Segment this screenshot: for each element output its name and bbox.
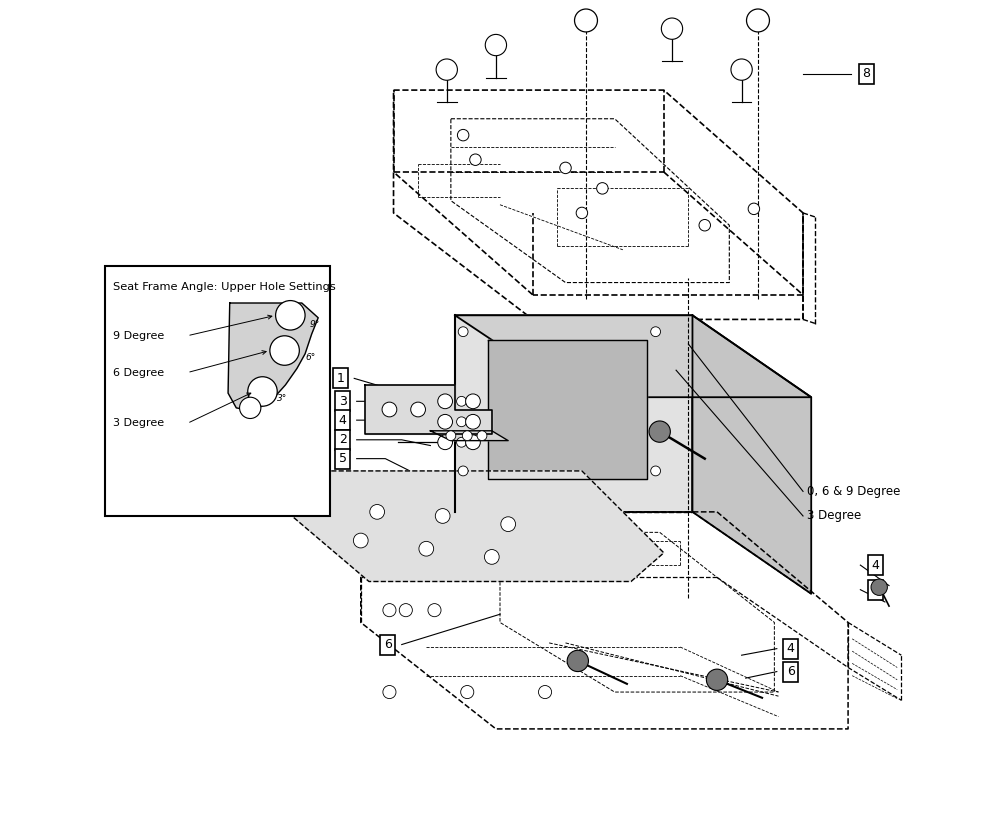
Circle shape <box>466 414 480 429</box>
Text: 9°: 9° <box>309 320 319 328</box>
Circle shape <box>567 650 588 672</box>
Polygon shape <box>287 471 664 581</box>
Circle shape <box>462 431 472 441</box>
Circle shape <box>370 505 385 519</box>
Polygon shape <box>228 303 318 411</box>
Circle shape <box>383 604 396 617</box>
Circle shape <box>438 414 452 429</box>
Circle shape <box>436 59 457 80</box>
Circle shape <box>353 533 368 548</box>
Circle shape <box>458 466 468 476</box>
Circle shape <box>457 396 466 406</box>
Circle shape <box>411 402 425 417</box>
Circle shape <box>438 394 452 409</box>
Text: 6°: 6° <box>306 353 316 361</box>
Text: 7: 7 <box>871 583 879 596</box>
Circle shape <box>651 466 661 476</box>
Polygon shape <box>455 315 811 397</box>
Text: 3 Degree: 3 Degree <box>807 509 861 523</box>
Text: 4: 4 <box>787 642 795 655</box>
Circle shape <box>457 437 466 447</box>
Circle shape <box>597 183 608 194</box>
Text: 9 Degree: 9 Degree <box>113 331 165 341</box>
Text: 1: 1 <box>336 372 344 385</box>
Circle shape <box>466 435 480 450</box>
Polygon shape <box>692 315 811 594</box>
Circle shape <box>651 327 661 337</box>
Circle shape <box>871 579 887 595</box>
Circle shape <box>270 336 299 365</box>
Circle shape <box>501 517 516 532</box>
Text: 4: 4 <box>339 414 347 427</box>
Circle shape <box>458 327 468 337</box>
Circle shape <box>382 402 397 417</box>
Circle shape <box>484 550 499 564</box>
Circle shape <box>538 686 552 699</box>
Circle shape <box>446 431 456 441</box>
Text: 3: 3 <box>339 395 347 408</box>
Circle shape <box>747 9 769 32</box>
FancyBboxPatch shape <box>105 266 330 516</box>
Text: 6: 6 <box>787 665 795 678</box>
Circle shape <box>461 686 474 699</box>
Circle shape <box>466 394 480 409</box>
Circle shape <box>477 431 487 441</box>
Text: 6 Degree: 6 Degree <box>113 368 165 378</box>
Circle shape <box>383 686 396 699</box>
Circle shape <box>248 377 277 406</box>
Polygon shape <box>365 385 492 434</box>
Circle shape <box>419 541 434 556</box>
Polygon shape <box>430 431 508 441</box>
Text: 2: 2 <box>339 433 347 446</box>
Circle shape <box>470 154 481 165</box>
Circle shape <box>399 604 412 617</box>
Polygon shape <box>455 315 692 512</box>
Circle shape <box>661 18 683 39</box>
Circle shape <box>485 34 507 56</box>
Circle shape <box>748 203 760 215</box>
Text: Seat Frame Angle: Upper Hole Settings: Seat Frame Angle: Upper Hole Settings <box>113 282 336 292</box>
Circle shape <box>699 219 710 231</box>
Circle shape <box>649 421 670 442</box>
Circle shape <box>576 207 588 219</box>
Text: 3 Degree: 3 Degree <box>113 419 165 428</box>
Circle shape <box>438 435 452 450</box>
Text: 6: 6 <box>384 638 392 651</box>
Circle shape <box>276 301 305 330</box>
Circle shape <box>706 669 728 690</box>
Circle shape <box>240 397 261 419</box>
Circle shape <box>435 509 450 523</box>
Text: 3°: 3° <box>277 394 287 402</box>
Circle shape <box>428 604 441 617</box>
Circle shape <box>575 9 597 32</box>
Circle shape <box>731 59 752 80</box>
Text: 0, 6 & 9 Degree: 0, 6 & 9 Degree <box>807 485 900 498</box>
Text: 5: 5 <box>339 452 347 465</box>
Text: 8: 8 <box>862 67 870 80</box>
Circle shape <box>457 417 466 427</box>
Circle shape <box>560 162 571 174</box>
Circle shape <box>457 129 469 141</box>
Polygon shape <box>488 340 647 479</box>
Text: 4: 4 <box>871 559 879 572</box>
